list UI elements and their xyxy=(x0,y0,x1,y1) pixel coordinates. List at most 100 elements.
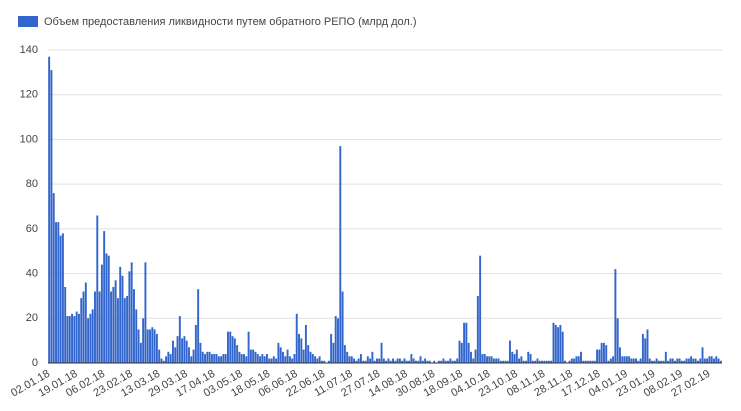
bar xyxy=(713,358,715,363)
bar xyxy=(667,360,670,363)
bar xyxy=(417,360,420,363)
bar xyxy=(378,358,381,363)
bar xyxy=(339,146,342,363)
bar xyxy=(139,342,142,363)
bar xyxy=(116,298,119,363)
bar xyxy=(392,358,394,363)
bar xyxy=(282,351,284,363)
bar xyxy=(240,354,243,363)
bar xyxy=(217,356,220,363)
bar xyxy=(362,360,365,363)
bar xyxy=(488,356,491,363)
bar xyxy=(495,358,498,363)
bar xyxy=(265,354,268,363)
bar xyxy=(646,329,649,363)
bar xyxy=(414,360,417,363)
bar xyxy=(451,360,454,363)
bar xyxy=(685,358,688,363)
bar xyxy=(511,351,514,363)
bar xyxy=(591,360,594,363)
bar xyxy=(304,324,307,363)
bar xyxy=(486,356,488,363)
y-tick-label: 120 xyxy=(20,89,38,101)
bar xyxy=(648,358,651,363)
bar xyxy=(286,349,289,363)
y-tick-label: 80 xyxy=(26,178,38,190)
bar xyxy=(208,351,211,363)
bar xyxy=(380,342,383,363)
legend-swatch xyxy=(18,16,38,27)
bar xyxy=(609,358,612,363)
bar xyxy=(268,358,271,363)
bar xyxy=(238,351,241,363)
bar xyxy=(350,356,353,363)
bar xyxy=(364,360,367,363)
bar xyxy=(690,356,693,363)
bar xyxy=(103,231,106,363)
bar xyxy=(405,360,408,363)
bar xyxy=(538,360,541,363)
bar xyxy=(424,358,427,363)
bar xyxy=(687,358,690,363)
bar xyxy=(366,356,369,363)
bar xyxy=(373,360,376,363)
bar xyxy=(206,351,209,363)
bar xyxy=(295,313,298,363)
bar xyxy=(133,289,135,363)
bar xyxy=(94,291,96,363)
bar xyxy=(632,358,635,363)
bar xyxy=(320,360,323,363)
bar xyxy=(676,358,679,363)
y-tick-label: 0 xyxy=(32,357,38,369)
bar xyxy=(197,289,200,363)
bar xyxy=(696,360,699,363)
bar xyxy=(110,291,113,363)
bar xyxy=(128,271,131,363)
bar xyxy=(628,356,631,363)
bar xyxy=(554,324,557,363)
bar xyxy=(137,329,140,363)
bar xyxy=(288,356,291,363)
bar xyxy=(91,309,94,363)
bar xyxy=(369,358,372,363)
bar xyxy=(371,351,374,363)
bar xyxy=(401,360,404,363)
y-tick-label: 20 xyxy=(26,312,38,324)
bar xyxy=(570,358,573,363)
bar xyxy=(87,318,90,363)
bar xyxy=(662,360,665,363)
bar xyxy=(717,358,720,363)
bar xyxy=(155,333,158,363)
bar xyxy=(444,360,447,363)
bar xyxy=(563,360,566,363)
bar xyxy=(64,286,67,363)
bar xyxy=(671,358,674,363)
bar xyxy=(708,356,711,363)
bar xyxy=(520,356,523,363)
bar xyxy=(337,318,339,363)
bar xyxy=(447,360,450,363)
bar xyxy=(719,360,722,363)
bar xyxy=(541,360,544,363)
bar xyxy=(557,327,560,363)
bar xyxy=(479,255,482,363)
bar xyxy=(680,360,683,363)
bar xyxy=(639,358,642,363)
bar xyxy=(114,280,117,363)
bar xyxy=(699,358,702,363)
bar xyxy=(440,360,443,363)
bar xyxy=(316,358,319,363)
bar xyxy=(327,360,330,363)
bar xyxy=(130,262,133,363)
bar xyxy=(293,354,296,363)
bar xyxy=(123,298,126,363)
bar xyxy=(589,360,592,363)
bar xyxy=(300,338,303,363)
bar xyxy=(614,269,617,363)
bar xyxy=(185,340,188,363)
bar xyxy=(233,338,236,363)
bar xyxy=(547,360,550,363)
bar xyxy=(55,222,57,363)
bar xyxy=(577,356,580,363)
